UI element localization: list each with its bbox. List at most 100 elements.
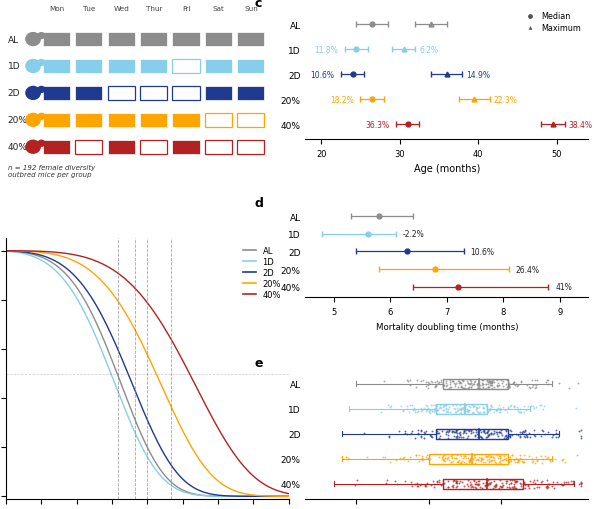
Point bbox=[405, 381, 415, 389]
Point bbox=[438, 403, 448, 411]
Point bbox=[463, 407, 472, 415]
Point bbox=[467, 429, 476, 437]
Point bbox=[490, 458, 500, 466]
40% bbox=[180, 360, 187, 366]
Point bbox=[479, 458, 488, 466]
Point bbox=[503, 376, 512, 384]
Point bbox=[451, 408, 460, 416]
Point bbox=[492, 451, 502, 460]
Point bbox=[473, 482, 482, 490]
Point bbox=[451, 454, 461, 462]
Point bbox=[519, 403, 529, 411]
Point bbox=[419, 429, 428, 437]
Point bbox=[484, 431, 493, 439]
Point bbox=[481, 482, 490, 490]
Point bbox=[504, 383, 514, 391]
Point bbox=[483, 408, 492, 416]
Point bbox=[572, 451, 582, 459]
Point bbox=[466, 453, 476, 461]
Point bbox=[410, 406, 419, 414]
Bar bbox=[43, 114, 70, 128]
Point bbox=[542, 482, 552, 490]
Point bbox=[519, 484, 528, 492]
Point bbox=[496, 452, 505, 460]
Point bbox=[535, 402, 544, 410]
20% bbox=[94, 275, 102, 281]
Point bbox=[510, 403, 519, 411]
Point bbox=[472, 430, 482, 438]
Point bbox=[539, 402, 549, 410]
Point bbox=[392, 456, 402, 464]
Point bbox=[466, 383, 476, 391]
Point bbox=[485, 478, 494, 487]
Point bbox=[473, 434, 482, 442]
Point bbox=[405, 376, 415, 384]
Point bbox=[498, 481, 508, 489]
Point bbox=[523, 482, 533, 490]
Point bbox=[479, 408, 489, 416]
Bar bbox=[443, 478, 523, 489]
Point bbox=[484, 431, 494, 439]
Point bbox=[440, 401, 450, 409]
Point bbox=[458, 405, 467, 413]
Point bbox=[476, 457, 485, 465]
Point bbox=[485, 378, 495, 386]
Point bbox=[426, 378, 436, 386]
AL bbox=[36, 254, 43, 260]
Point bbox=[452, 429, 462, 437]
Point bbox=[485, 404, 494, 412]
Point bbox=[414, 451, 424, 459]
Point bbox=[505, 431, 515, 439]
Point bbox=[422, 451, 432, 459]
Point bbox=[458, 377, 467, 385]
Point bbox=[431, 382, 441, 390]
Point bbox=[466, 403, 475, 411]
Text: AL: AL bbox=[8, 36, 19, 44]
Point bbox=[422, 407, 431, 415]
Point bbox=[446, 383, 455, 391]
Point bbox=[487, 457, 497, 465]
Point bbox=[342, 453, 351, 461]
Point bbox=[492, 430, 501, 438]
Point bbox=[424, 382, 433, 390]
Point bbox=[505, 433, 514, 441]
Point bbox=[413, 482, 423, 490]
Point bbox=[519, 451, 529, 459]
Point bbox=[464, 380, 473, 388]
Point bbox=[470, 431, 480, 439]
Point bbox=[532, 483, 542, 491]
Point bbox=[542, 454, 552, 462]
Line: 1D: 1D bbox=[6, 252, 289, 496]
Point bbox=[469, 455, 478, 463]
Point bbox=[449, 476, 459, 484]
Point bbox=[466, 479, 476, 488]
Point bbox=[412, 483, 422, 491]
Point bbox=[560, 478, 569, 486]
Point bbox=[439, 381, 448, 389]
Point bbox=[576, 434, 586, 442]
Point bbox=[473, 408, 483, 416]
Point bbox=[486, 381, 495, 389]
Point bbox=[455, 459, 465, 467]
Point bbox=[470, 432, 480, 440]
Point bbox=[516, 450, 525, 459]
Point bbox=[481, 458, 490, 466]
Point bbox=[422, 453, 431, 461]
Ellipse shape bbox=[38, 87, 45, 93]
Point bbox=[435, 378, 444, 386]
Point bbox=[454, 429, 463, 437]
Point bbox=[473, 431, 483, 439]
Point bbox=[478, 404, 488, 412]
Point bbox=[475, 483, 484, 491]
Point bbox=[449, 476, 459, 484]
40% bbox=[206, 410, 213, 416]
Point bbox=[478, 376, 488, 384]
Point bbox=[436, 432, 446, 440]
Point bbox=[432, 477, 442, 486]
Bar bbox=[205, 114, 232, 128]
Point bbox=[527, 458, 537, 466]
Point bbox=[421, 482, 430, 490]
Point bbox=[459, 453, 468, 461]
Point bbox=[473, 455, 482, 463]
Point bbox=[536, 433, 545, 441]
